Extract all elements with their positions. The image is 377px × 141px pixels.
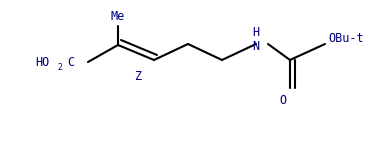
Text: N: N: [253, 39, 259, 52]
Text: Me: Me: [111, 10, 125, 24]
Text: C: C: [67, 56, 75, 69]
Text: 2: 2: [58, 63, 63, 72]
Text: OBu-t: OBu-t: [328, 31, 364, 45]
Text: H: H: [253, 26, 259, 38]
Text: O: O: [279, 93, 287, 106]
Text: HO: HO: [35, 56, 49, 69]
Text: Z: Z: [135, 70, 141, 82]
